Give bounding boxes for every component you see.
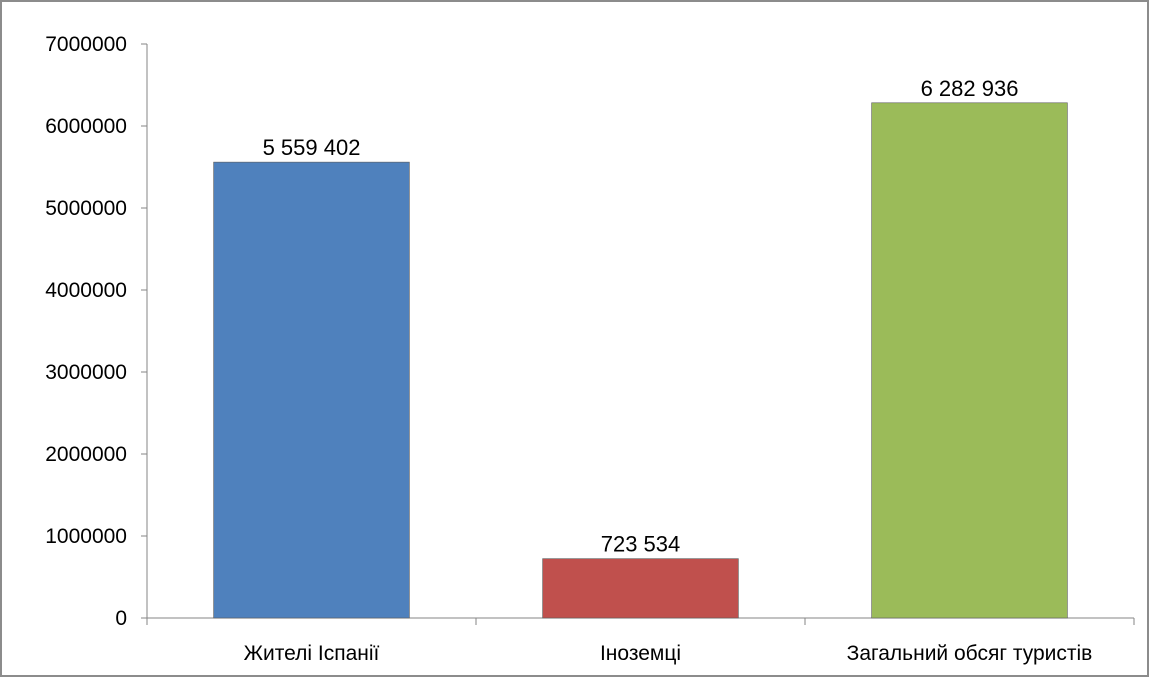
x-category-label: Іноземці [600,642,681,665]
data-label: 723 534 [601,532,681,557]
y-tick-label: 7000000 [45,33,127,56]
bar-1 [213,161,410,619]
x-category-label: Загальний обсяг туристів [847,642,1093,665]
data-label: 6 282 936 [921,76,1019,101]
data-label: 5 559 402 [263,135,361,160]
y-tick-label: 4000000 [45,279,127,302]
x-category-label: Жителі Іспанії [244,642,380,665]
y-tick-label: 5000000 [45,197,127,220]
y-tick-label: 0 [115,607,127,630]
bar-2 [542,558,739,619]
y-tick-label: 2000000 [45,443,127,466]
y-tick-label: 3000000 [45,361,127,384]
y-tick-label: 6000000 [45,115,127,138]
bar-3 [871,102,1068,619]
y-tick-label: 1000000 [45,525,127,548]
